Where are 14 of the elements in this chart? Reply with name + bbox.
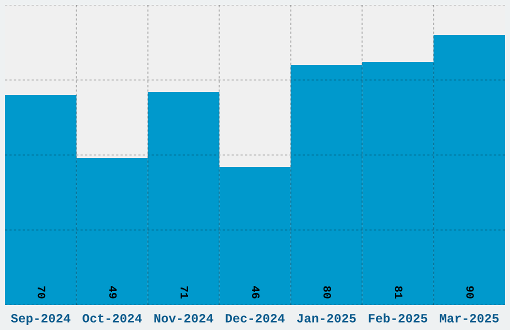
x-tick-label: Oct-2024 <box>82 314 142 323</box>
data-label: 46 <box>252 286 260 298</box>
x-tick-label: Mar-2025 <box>440 314 499 323</box>
x-tick-label: Dec-2024 <box>226 314 285 323</box>
data-label: 71 <box>180 286 188 299</box>
x-tick-label: Jan-2025 <box>297 314 356 323</box>
data-label: 49 <box>109 286 117 298</box>
x-tick-label: Feb-2025 <box>368 313 428 323</box>
x-tick-label: Nov-2024 <box>154 314 214 323</box>
data-label: 81 <box>394 286 402 299</box>
x-tick-label: Sep-2024 <box>10 314 70 325</box>
data-label: 90 <box>466 286 474 298</box>
data-label: 80 <box>323 286 331 298</box>
data-label: 70 <box>38 286 46 298</box>
